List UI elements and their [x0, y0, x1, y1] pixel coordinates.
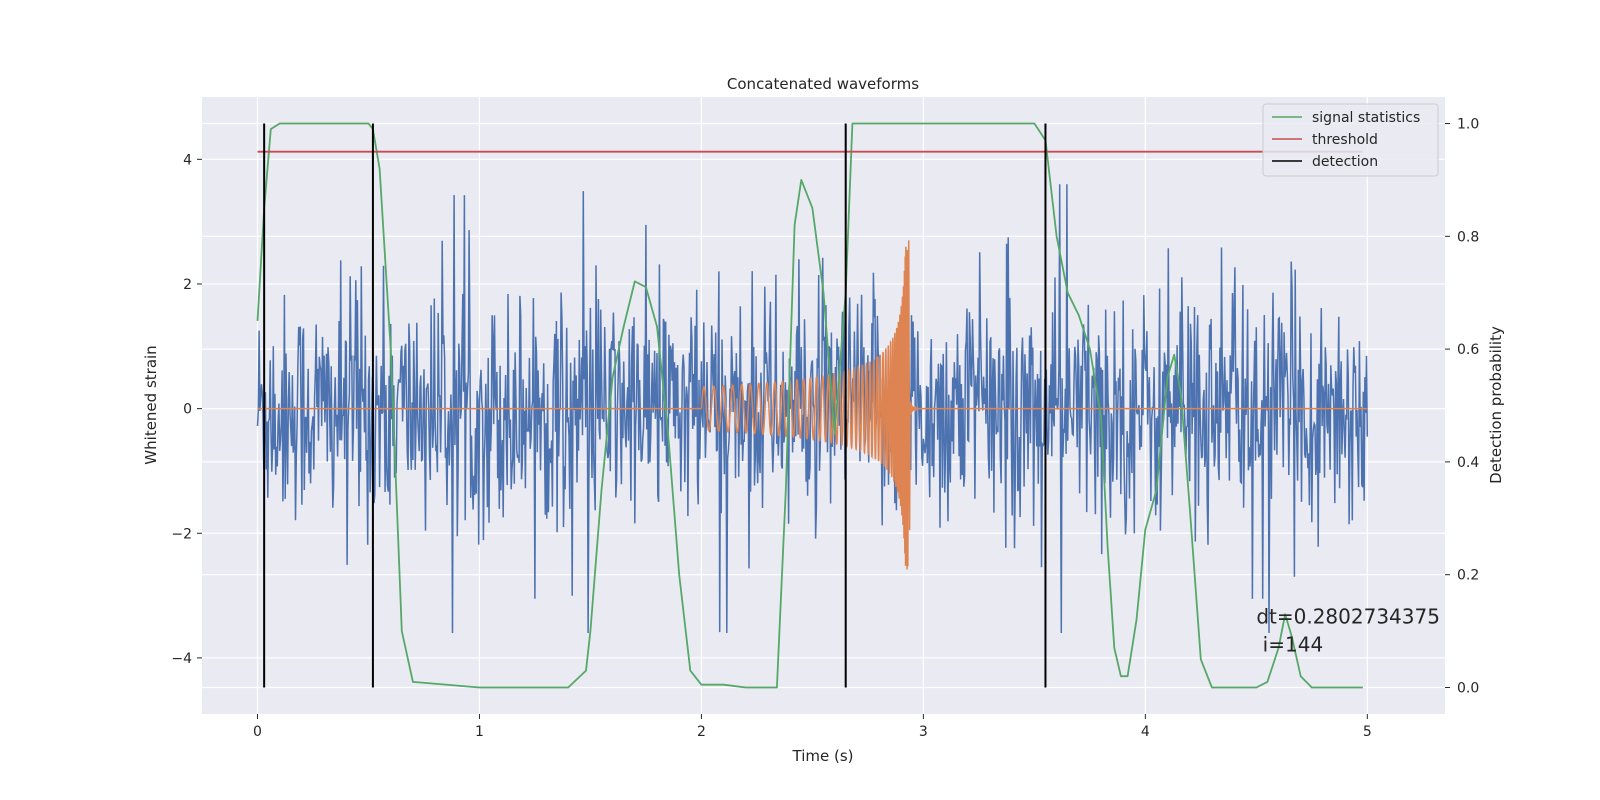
y-tick-label-0: −4: [171, 651, 192, 667]
legend-label-detection: detection: [1312, 154, 1378, 170]
x-tick-label-1: 1: [475, 724, 484, 740]
y2-axis-label: Detection probability: [1487, 326, 1505, 484]
y-axis-label: Whitened strain: [142, 345, 160, 464]
annotation-index: i=144: [1256, 633, 1323, 657]
legend: signal statistics threshold detection: [1262, 103, 1439, 177]
y-tick-label-1: −2: [171, 526, 192, 542]
noise-line: [256, 184, 1369, 634]
noise-series: [256, 184, 1369, 634]
y-tick-label-4: 4: [183, 152, 192, 168]
y2-tick-label-1: 0.2: [1457, 568, 1479, 584]
x-tick-label-0: 0: [253, 724, 262, 740]
y-tick-label-3: 2: [183, 277, 192, 293]
legend-box: [1262, 103, 1439, 177]
chirp-line: [257, 240, 1368, 570]
y2-tick-label-2: 0.4: [1457, 455, 1479, 471]
x-tick-label-5: 5: [1363, 724, 1372, 740]
x-tick-label-4: 4: [1141, 724, 1150, 740]
chart-title: Concatenated waveforms: [727, 75, 919, 93]
signal-statistics-series: [256, 122, 1363, 689]
tick-labels: 0 1 2 3 4 5 −4 −2 0 2 4 0.0 0.2 0.4 0.6 0.8 1.0: [171, 117, 1479, 740]
legend-label-signal-statistics: signal statistics: [1312, 110, 1420, 126]
y2-tick-label-0: 0.0: [1457, 680, 1479, 696]
legend-label-threshold: threshold: [1312, 132, 1378, 148]
x-tick-label-2: 2: [697, 724, 706, 740]
x-axis-label: Time (s): [792, 747, 854, 765]
signal-statistics-line: [256, 122, 1363, 689]
y2-tick-label-3: 0.6: [1457, 342, 1479, 358]
y-tick-label-2: 0: [183, 402, 192, 418]
chirp-series: [257, 240, 1368, 570]
y2-tick-label-4: 0.8: [1457, 229, 1479, 245]
detection-series: [263, 123, 1047, 688]
y2-tick-label-5: 1.0: [1457, 117, 1479, 133]
annotation-dt: dt=0.2802734375: [1256, 605, 1440, 629]
x-tick-label-3: 3: [919, 724, 928, 740]
